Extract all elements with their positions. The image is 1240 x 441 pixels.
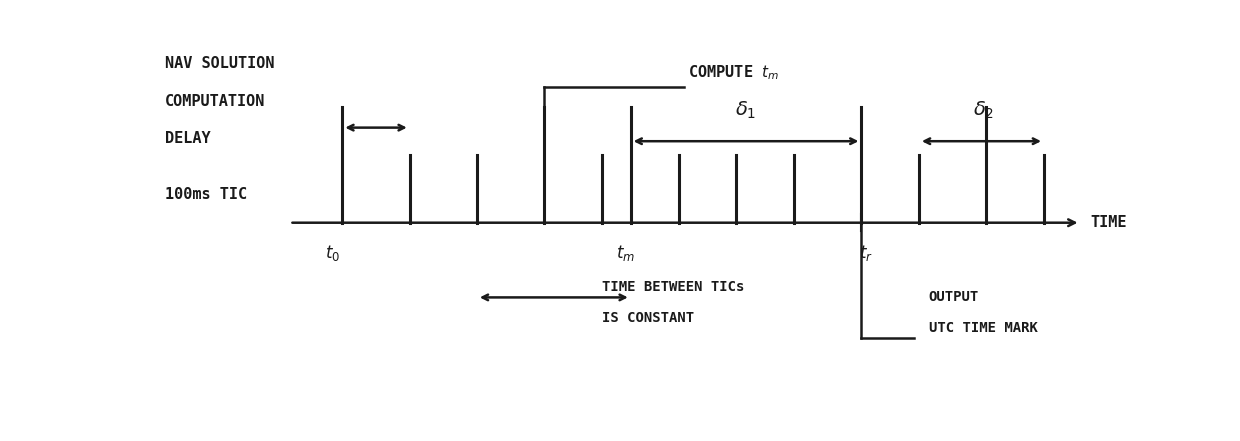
Text: TIME: TIME [1090, 215, 1127, 230]
Text: $t_m$: $t_m$ [616, 243, 635, 263]
Text: IS CONSTANT: IS CONSTANT [601, 310, 694, 325]
Text: $t_0$: $t_0$ [325, 243, 340, 263]
Text: $t_r$: $t_r$ [859, 243, 873, 263]
Text: UTC TIME MARK: UTC TIME MARK [929, 321, 1038, 335]
Text: TIME BETWEEN TICs: TIME BETWEEN TICs [601, 280, 744, 294]
Text: NAV SOLUTION: NAV SOLUTION [165, 56, 274, 71]
Text: OUTPUT: OUTPUT [929, 290, 978, 304]
Text: 100ms TIC: 100ms TIC [165, 187, 247, 202]
Text: $\delta_1$: $\delta_1$ [735, 100, 756, 121]
Text: $\delta_2$: $\delta_2$ [973, 100, 994, 121]
Text: COMPUTE $t_m$: COMPUTE $t_m$ [688, 63, 780, 82]
Text: DELAY: DELAY [165, 131, 211, 146]
Text: COMPUTATION: COMPUTATION [165, 93, 265, 108]
